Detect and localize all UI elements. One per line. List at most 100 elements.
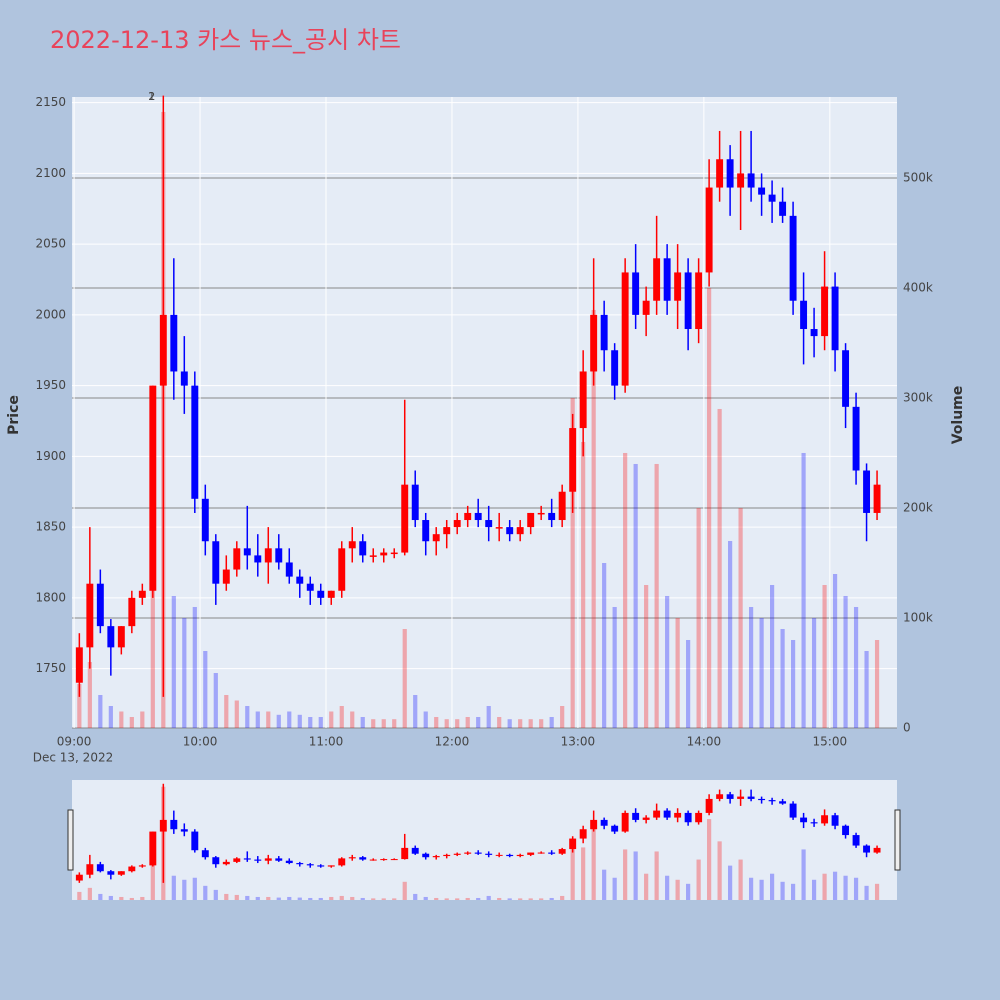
range-volume-bar — [171, 875, 176, 900]
candle-body — [684, 272, 692, 330]
range-candle-body — [275, 858, 283, 861]
range-volume-bar — [822, 873, 827, 900]
range-candle-body — [107, 871, 115, 875]
chart-title: 2022-12-13 카스 뉴스_공시 차트 — [50, 26, 401, 54]
range-volume-bar — [612, 877, 617, 900]
range-volume-bar — [518, 898, 523, 900]
candle-body — [695, 272, 703, 330]
range-volume-bar — [686, 883, 691, 900]
candle-body — [674, 272, 682, 301]
y2-axis-title: Volume — [950, 386, 966, 445]
y-tick-label: 1850 — [35, 520, 66, 534]
candle-body — [128, 597, 136, 627]
candle-body — [821, 286, 829, 337]
candle-body — [726, 159, 734, 188]
candle-body — [558, 491, 566, 521]
range-candle-body — [873, 847, 881, 853]
candle-body — [464, 512, 472, 521]
range-volume-bar — [329, 896, 334, 900]
volume-bar — [77, 683, 82, 728]
range-volume-bar — [224, 893, 229, 900]
candle-body — [537, 512, 545, 515]
candle-body — [296, 576, 304, 584]
range-candle-body — [180, 829, 188, 832]
volume-bar — [497, 716, 502, 728]
candle-body — [306, 583, 314, 591]
range-candle-body — [579, 829, 587, 839]
volume-bar — [675, 617, 680, 728]
y2-tick-label: 300k — [903, 390, 933, 404]
volume-bar — [644, 584, 649, 728]
range-volume-bar — [434, 897, 439, 900]
range-candle-body — [558, 849, 566, 854]
volume-bar — [822, 584, 827, 728]
annotation: 1 — [148, 90, 155, 103]
range-candle-body — [831, 815, 839, 826]
range-volume-bar — [560, 895, 565, 900]
volume-bar — [759, 617, 764, 728]
range-candle-body — [285, 860, 293, 864]
range-volume-bar — [644, 873, 649, 900]
range-volume-bar — [413, 893, 418, 900]
volume-bar — [665, 595, 670, 728]
range-volume-bar — [192, 877, 197, 900]
range-candle-body — [359, 857, 367, 860]
candle-body — [653, 258, 661, 301]
range-volume-bar — [381, 898, 386, 900]
candle-body — [75, 647, 83, 683]
candle-body — [611, 350, 619, 386]
range-candle-body — [422, 853, 430, 858]
range-volume-bar — [402, 881, 407, 900]
volume-bar — [413, 694, 418, 728]
range-candle-body — [810, 822, 818, 824]
range-volume-bar — [769, 873, 775, 900]
range-candle-body — [222, 861, 230, 865]
volume-bar — [98, 694, 103, 728]
volume-bar — [623, 452, 628, 728]
candle-body — [569, 428, 577, 492]
y-tick-label: 1950 — [35, 378, 66, 392]
candle-body — [180, 371, 188, 386]
range-volume-bar — [591, 823, 596, 900]
candle-body — [201, 498, 209, 542]
candle-body — [159, 314, 167, 386]
candle-body — [474, 512, 482, 521]
candle-body — [107, 626, 115, 648]
volume-bar — [455, 719, 460, 728]
range-volume-bar — [497, 897, 502, 900]
volume-bar — [444, 719, 449, 728]
range-handle[interactable] — [894, 809, 901, 871]
candle-body — [768, 194, 776, 202]
range-volume-bar — [476, 897, 481, 900]
x-tick-label: 14:00 — [687, 735, 722, 749]
range-candle-body — [159, 819, 167, 832]
range-candle-body — [243, 858, 251, 860]
range-handle[interactable] — [67, 809, 74, 871]
candle-body — [338, 548, 346, 591]
range-volume-bar — [308, 897, 313, 900]
volume-bar — [790, 639, 796, 728]
range-volume-bar — [790, 883, 796, 900]
range-candle-body — [821, 815, 829, 824]
volume-bar — [864, 650, 869, 728]
volume-bar — [108, 705, 113, 728]
volume-bar — [245, 705, 250, 728]
volume-bar — [476, 716, 481, 728]
range-candle-body — [642, 817, 650, 820]
candle-body — [789, 215, 797, 301]
range-volume-bar — [549, 897, 554, 900]
range-volume-bar — [633, 851, 638, 900]
candle-body — [590, 314, 598, 372]
volume-bar — [633, 463, 638, 728]
candle-body — [600, 314, 608, 351]
range-volume-bar — [864, 885, 869, 900]
range-candle-body — [264, 858, 272, 861]
range-volume-bar — [245, 895, 250, 900]
range-candle-body — [747, 796, 755, 799]
y2-tick-label: 500k — [903, 170, 933, 184]
volume-bar — [549, 716, 554, 728]
range-candle-body — [537, 852, 545, 854]
volume-bar — [465, 716, 470, 728]
candle-body — [579, 371, 587, 429]
x-tick-label: 13:00 — [561, 735, 596, 749]
